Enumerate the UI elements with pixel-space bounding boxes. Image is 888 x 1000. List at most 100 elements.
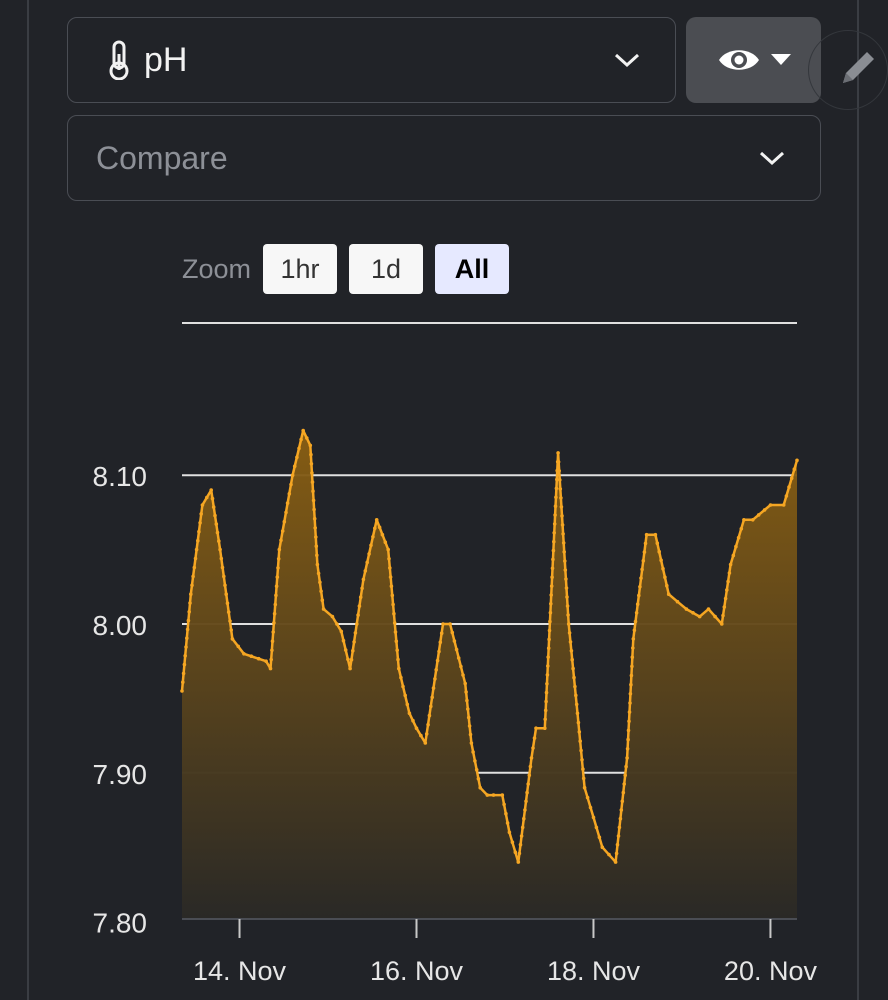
- data-point: [518, 842, 523, 847]
- data-point: [552, 522, 557, 526]
- zoom-1hr-button[interactable]: 1hr: [263, 244, 338, 294]
- data-point: [532, 736, 537, 740]
- data-point: [374, 518, 379, 522]
- chevron-down-icon: [759, 151, 785, 166]
- data-point: [607, 852, 611, 857]
- data-point: [547, 628, 552, 633]
- data-point: [550, 566, 555, 571]
- data-point: [574, 693, 578, 698]
- data-point: [321, 607, 326, 611]
- x-tick-label: 14. Nov: [193, 956, 287, 986]
- data-point: [274, 593, 278, 598]
- zoom-1d-button[interactable]: 1d: [349, 244, 424, 294]
- data-point: [706, 607, 711, 611]
- data-point: [478, 785, 483, 790]
- data-point: [225, 601, 230, 605]
- data-point: [198, 521, 202, 525]
- data-point: [620, 799, 625, 804]
- data-point: [394, 639, 399, 643]
- compare-select[interactable]: Compare: [67, 115, 821, 201]
- data-point: [566, 613, 570, 617]
- data-point: [268, 666, 273, 671]
- data-point: [310, 480, 315, 484]
- data-point: [226, 610, 231, 614]
- data-point: [795, 458, 799, 463]
- data-point: [308, 443, 313, 448]
- data-point: [214, 522, 219, 526]
- data-point: [310, 471, 314, 475]
- data-point: [582, 785, 587, 790]
- data-point: [625, 747, 630, 751]
- data-point: [554, 486, 559, 491]
- data-point: [615, 842, 620, 847]
- data-point: [465, 698, 469, 703]
- data-point: [242, 652, 246, 656]
- data-point: [269, 657, 274, 662]
- data-point: [423, 741, 428, 745]
- data-point: [516, 860, 521, 864]
- data-point: [526, 782, 530, 786]
- data-point: [578, 739, 582, 743]
- data-point: [561, 532, 565, 536]
- data-point: [569, 649, 574, 653]
- data-point: [276, 557, 281, 561]
- data-point: [485, 793, 490, 797]
- data-point: [318, 580, 322, 585]
- data-point: [625, 756, 629, 760]
- data-point: [284, 510, 288, 515]
- data-point: [618, 816, 623, 821]
- visibility-button[interactable]: [686, 17, 821, 103]
- data-point: [391, 602, 395, 607]
- data-point: [377, 525, 382, 530]
- data-point: [363, 569, 368, 573]
- data-point: [736, 535, 741, 540]
- data-point: [576, 720, 581, 725]
- data-point: [619, 808, 624, 812]
- data-point: [507, 830, 512, 835]
- data-point: [290, 473, 295, 478]
- data-point: [727, 571, 732, 575]
- metric-select[interactable]: pH: [67, 17, 676, 103]
- data-point: [561, 541, 566, 545]
- data-point: [504, 811, 508, 816]
- zoom-all-button[interactable]: All: [435, 244, 510, 294]
- series-area: [182, 430, 797, 918]
- data-point: [448, 622, 452, 626]
- data-point: [181, 671, 186, 676]
- y-tick-label: 7.80: [93, 908, 148, 939]
- data-point: [277, 547, 282, 552]
- data-point: [549, 593, 553, 597]
- data-point: [565, 604, 570, 608]
- data-point: [653, 532, 658, 537]
- data-point: [751, 518, 755, 522]
- data-point: [725, 588, 729, 592]
- data-point: [264, 659, 268, 663]
- data-point: [614, 851, 619, 856]
- data-point: [734, 544, 738, 549]
- data-point: [355, 622, 359, 626]
- data-point: [635, 602, 640, 606]
- data-point: [553, 504, 558, 509]
- data-point: [559, 505, 564, 509]
- data-point: [626, 728, 631, 733]
- data-point: [524, 799, 528, 804]
- data-point: [762, 508, 767, 512]
- data-point: [529, 756, 534, 760]
- data-point: [613, 860, 618, 864]
- data-point: [633, 619, 638, 624]
- zoom-controls: Zoom 1hr 1d All: [182, 244, 521, 294]
- data-point: [728, 562, 733, 567]
- x-tick-label: 16. Nov: [370, 956, 464, 986]
- data-point: [565, 595, 569, 599]
- data-point: [697, 614, 702, 619]
- data-point: [641, 559, 646, 563]
- data-point: [559, 496, 563, 500]
- data-point: [675, 599, 680, 604]
- data-point: [665, 583, 669, 588]
- edit-button[interactable]: [808, 30, 888, 110]
- data-point: [640, 567, 644, 572]
- panel-right-border: [857, 0, 859, 1000]
- data-point: [228, 619, 232, 623]
- data-point: [551, 557, 555, 562]
- data-point: [581, 776, 586, 781]
